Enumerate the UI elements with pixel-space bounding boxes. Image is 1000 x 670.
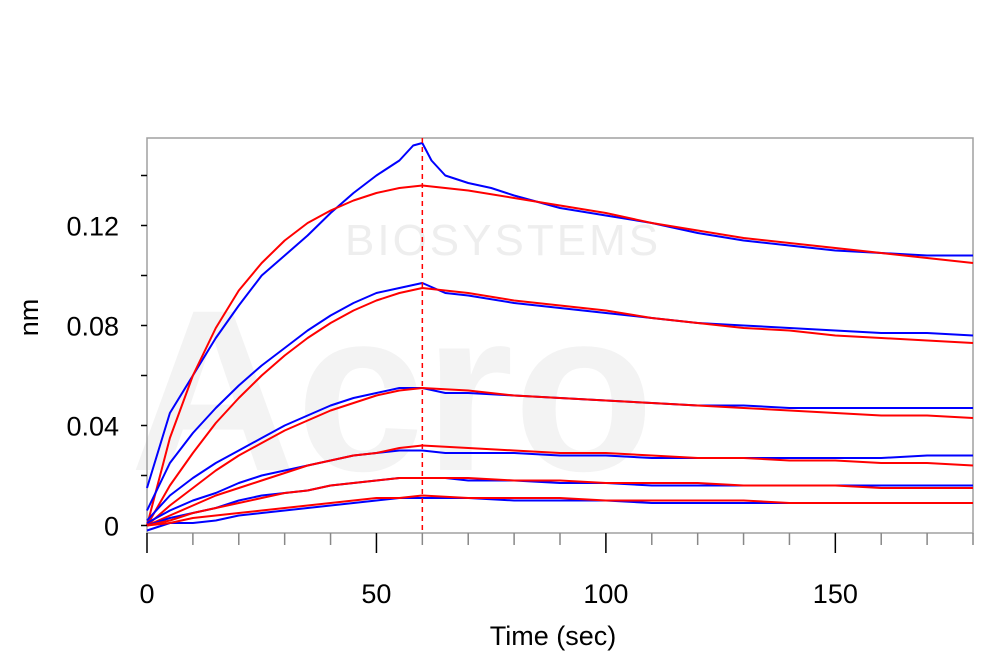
x-tick-label: 0: [139, 579, 154, 609]
measured-curve-1: [146, 282, 974, 511]
y-axis-title: nm: [14, 299, 44, 337]
y-tick-label: 0.12: [66, 212, 119, 242]
y-tick-label: 0.04: [66, 412, 119, 442]
y-tick-label: 0.08: [66, 312, 119, 342]
fitted-curve-5: [146, 494, 973, 527]
fitted-curve-4: [146, 477, 973, 527]
y-tick-label: 0: [104, 512, 119, 542]
fitted-curve-2: [146, 387, 974, 527]
measured-curve-0: [146, 142, 973, 489]
measured-curve-3: [146, 449, 973, 524]
x-axis-title: Time (sec): [490, 621, 617, 651]
watermark-text: BIOSYSTEMS: [345, 216, 661, 265]
fitted-curve-1: [146, 287, 974, 526]
x-tick-label: 100: [583, 579, 628, 609]
series-layer: [146, 142, 974, 532]
axes-layer: 0 0.04 0.08 0.12 0 50 100 150: [66, 174, 974, 609]
measured-curve-2: [146, 387, 973, 522]
x-tick-label: 50: [361, 579, 391, 609]
x-tick-label: 150: [813, 579, 858, 609]
